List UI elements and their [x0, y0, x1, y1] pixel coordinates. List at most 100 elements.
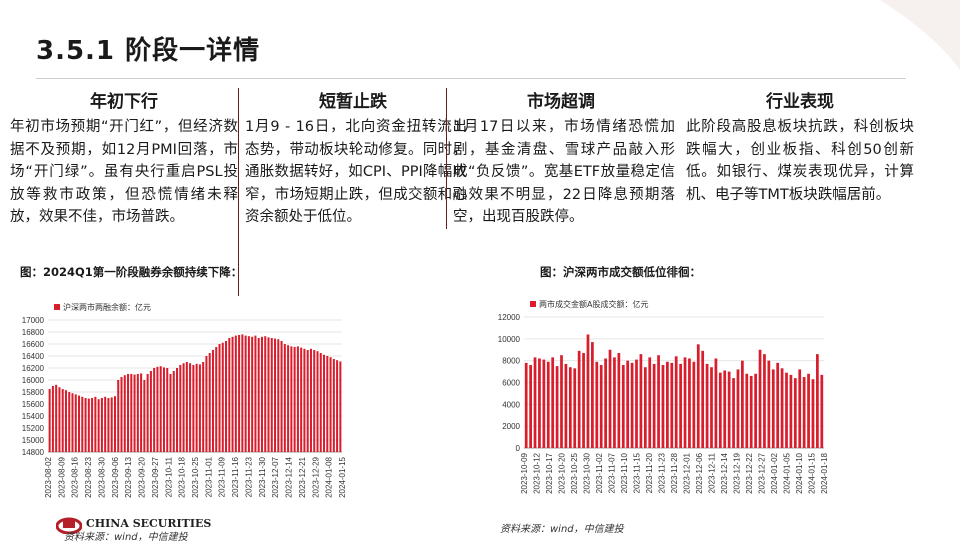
bar — [94, 396, 97, 452]
bar — [202, 362, 205, 452]
corner-decoration — [880, 0, 960, 70]
x-tick-label: 2023-08-16 — [71, 456, 80, 497]
bar — [336, 360, 339, 452]
bar — [816, 354, 819, 448]
y-tick-label: 6000 — [502, 379, 520, 388]
figure-caption-right: 图：沪深两市成交额低位徘徊： — [540, 265, 701, 279]
bar — [87, 398, 90, 452]
bar — [771, 369, 775, 448]
bar — [68, 392, 71, 452]
y-tick-label: 16600 — [22, 340, 45, 349]
x-tick-label: 2023-10-12 — [533, 452, 542, 493]
bar — [723, 370, 727, 448]
x-tick-label: 2023-10-25 — [570, 452, 579, 493]
bar — [718, 372, 722, 448]
bar — [221, 342, 224, 452]
y-tick-label: 16000 — [22, 376, 45, 385]
bar — [153, 368, 156, 452]
bar — [524, 362, 528, 448]
bar — [316, 351, 319, 452]
bar — [670, 362, 674, 448]
bar — [205, 356, 208, 452]
x-tick-label: 2023-12-21 — [298, 456, 307, 497]
bar — [100, 398, 103, 452]
bar — [820, 374, 824, 448]
bar — [169, 374, 172, 452]
x-tick-label: 2023-11-07 — [608, 452, 617, 493]
logo-icon — [56, 517, 82, 534]
bar — [254, 335, 257, 452]
bar — [225, 341, 228, 452]
bar — [189, 363, 192, 452]
x-tick-label: 2024-01-02 — [770, 452, 779, 493]
bar — [683, 357, 687, 448]
y-tick-label: 14800 — [22, 448, 45, 457]
bar — [802, 377, 806, 448]
y-tick-label: 4000 — [502, 400, 520, 409]
bar — [143, 380, 146, 452]
y-tick-label: 0 — [516, 444, 521, 453]
y-tick-label: 17000 — [22, 316, 45, 325]
bar — [732, 378, 735, 448]
bar — [277, 339, 280, 452]
x-tick-label: 2023-11-10 — [620, 452, 629, 493]
x-tick-label: 2023-12-11 — [708, 452, 717, 493]
x-tick-label: 2023-10-09 — [520, 452, 529, 493]
x-tick-label: 2023-12-19 — [733, 452, 742, 493]
bar — [290, 346, 293, 452]
bar — [48, 389, 51, 452]
bar — [280, 341, 283, 452]
column-heading: 短暂止跌 — [319, 92, 387, 112]
bar — [58, 387, 61, 452]
bar — [652, 363, 656, 448]
bar — [287, 345, 290, 452]
y-tick-label: 8000 — [502, 357, 520, 366]
bar — [130, 374, 133, 452]
x-tick-label: 2023-11-16 — [231, 456, 240, 497]
bar — [811, 379, 815, 448]
bar — [533, 357, 537, 448]
x-tick-label: 2023-11-15 — [633, 452, 642, 493]
x-tick-label: 2023-12-27 — [758, 452, 767, 493]
bar — [586, 334, 590, 448]
x-tick-label: 2023-10-30 — [583, 452, 592, 493]
source-left: 资料来源：wind，中信建投 — [64, 532, 188, 543]
bar — [705, 363, 709, 448]
x-tick-label: 2024-01-18 — [820, 452, 829, 493]
bar — [215, 347, 218, 452]
turnover-chart: 0 2000 4000 6000 8000 10000 12000 2023-10-09 202… — [498, 300, 829, 494]
bar — [635, 359, 638, 448]
bar — [577, 350, 581, 448]
y-tick-label: 15800 — [22, 388, 45, 397]
bar — [51, 386, 54, 452]
bar — [555, 366, 559, 448]
bar — [91, 398, 94, 452]
bar — [657, 355, 660, 448]
legend-swatch — [54, 304, 60, 310]
x-tick-label: 2023-12-14 — [720, 452, 729, 493]
bar — [332, 359, 335, 452]
bar — [329, 357, 332, 452]
bar — [260, 336, 263, 452]
x-tick-label: 2024-01-15 — [808, 452, 817, 493]
bar — [162, 367, 165, 452]
bar — [176, 368, 179, 452]
column-early-decline: 年初下行 年初市场预期“开门红”，但经济数据不及预期，如12月PMI回落，市场“… — [10, 88, 238, 296]
bar — [267, 337, 270, 452]
bar — [319, 353, 322, 452]
column-heading: 年初下行 — [90, 92, 158, 112]
x-tick-label: 2023-10-11 — [164, 456, 173, 497]
bar — [710, 367, 713, 448]
bar — [247, 336, 250, 452]
x-tick-label: 2024-01-05 — [783, 452, 792, 493]
bar — [228, 338, 231, 452]
x-tick-label: 2023-09-06 — [111, 456, 120, 497]
bar — [745, 373, 749, 448]
column-heading: 行业表现 — [766, 92, 834, 112]
legend-label: 沪深两市两融余额：亿元 — [63, 302, 151, 312]
bar — [741, 360, 744, 448]
bar — [701, 350, 705, 448]
bar — [74, 394, 77, 452]
x-tick-label: 2023-09-13 — [124, 456, 133, 497]
title-divider — [36, 78, 906, 79]
